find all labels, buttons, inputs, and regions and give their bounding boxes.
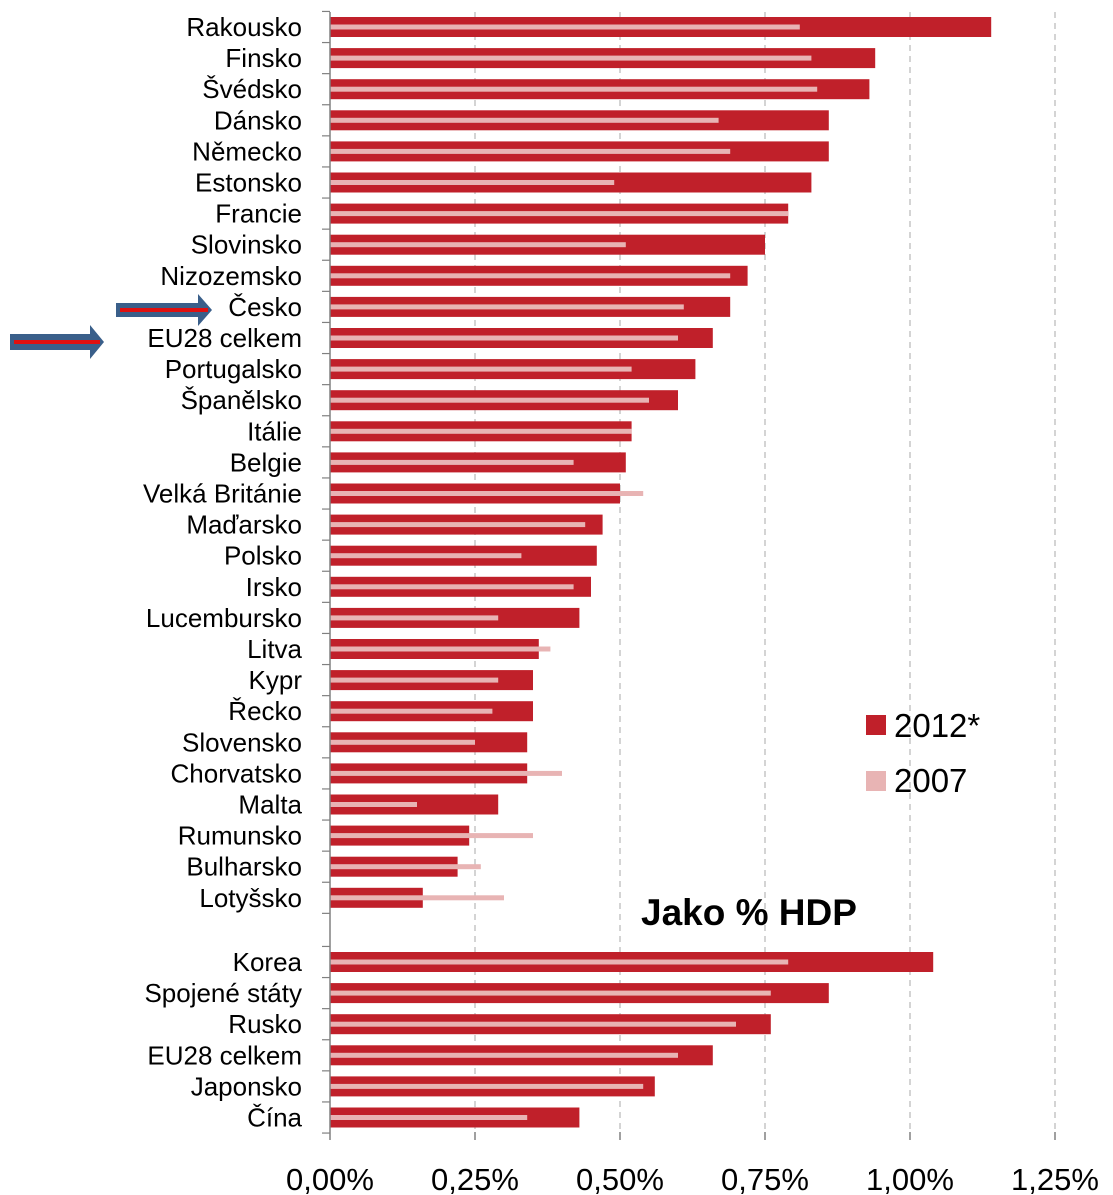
bar-2007 (330, 242, 626, 248)
category-label: Chorvatsko (171, 758, 303, 788)
x-tick-label: 1,25% (1011, 1162, 1099, 1195)
category-label: Čína (247, 1103, 302, 1133)
bar-2007 (330, 959, 789, 965)
bar-2007 (330, 708, 493, 714)
bar-2007 (330, 584, 574, 590)
chart-annotation: Jako % HDP (641, 892, 857, 933)
legend: 2012* 2007 (866, 707, 980, 799)
category-label: Francie (215, 199, 302, 229)
category-label: Lotyšsko (199, 883, 302, 913)
category-label: Německo (192, 136, 302, 166)
category-label: Korea (233, 947, 303, 977)
x-tick-label: 0,50% (576, 1162, 664, 1195)
bar-2007 (330, 117, 719, 123)
bar-2007 (330, 770, 562, 776)
arrow-icon (10, 325, 104, 359)
bar-2007 (330, 491, 644, 496)
bar-2007 (330, 864, 481, 870)
category-labels: RakouskoFinskoŠvédskoDánskoNěmeckoEstons… (143, 12, 303, 1133)
category-label: Řecko (228, 696, 302, 726)
category-label: Maďarsko (186, 510, 302, 540)
bar-2007 (330, 459, 574, 465)
legend-swatch-2012 (866, 715, 886, 735)
category-label: EU28 celkem (147, 1040, 302, 1070)
bar-2007 (330, 553, 522, 559)
highlight-arrows (10, 294, 212, 359)
category-label: Estonsko (195, 168, 302, 198)
bar-2007 (330, 739, 475, 745)
category-label: Lucembursko (146, 603, 302, 633)
category-label: Belgie (230, 447, 302, 477)
bar-2007 (330, 24, 800, 30)
bar-2007 (330, 895, 504, 901)
x-tick-labels: 0,00% 0,25% 0,50% 0,75% 1,00% 1,25% (286, 1162, 1099, 1195)
x-tick-label: 0,75% (721, 1162, 809, 1195)
legend-label-2012: 2012* (894, 707, 980, 744)
bar-2007 (330, 646, 551, 652)
bar-2007 (330, 990, 771, 996)
category-label: Slovensko (182, 727, 302, 757)
axes (322, 10, 1056, 1140)
x-tick-label: 0,25% (431, 1162, 519, 1195)
category-label: Irsko (246, 572, 302, 602)
category-label: Spojené státy (144, 978, 302, 1008)
category-label: Itálie (247, 416, 302, 446)
bar-2007 (330, 615, 499, 621)
category-label: Rakousko (186, 12, 302, 42)
x-tick-label: 0,00% (286, 1162, 374, 1195)
category-label: Bulharsko (186, 852, 302, 882)
category-label: Kypr (249, 665, 303, 695)
bar-2007 (330, 1052, 678, 1058)
bar-2007 (330, 180, 615, 185)
bar-2007 (330, 148, 731, 154)
bar-2007 (330, 1083, 644, 1089)
category-label: Švédsko (202, 74, 302, 104)
bar-2007 (330, 335, 678, 341)
bar-2007 (330, 428, 632, 434)
category-label: Rumunsko (178, 821, 302, 851)
bars (330, 17, 992, 1128)
category-label: Slovinsko (191, 230, 302, 260)
bar-2007 (330, 677, 499, 683)
bar-2007 (330, 1115, 528, 1120)
bar-2007 (330, 522, 586, 528)
legend-swatch-2007 (866, 771, 886, 791)
bar-2007 (330, 273, 731, 279)
bar-2007 (330, 86, 818, 92)
category-label: Dánsko (214, 105, 302, 135)
category-label: Japonsko (191, 1071, 302, 1101)
arrow-icon (116, 294, 212, 326)
bar-2007 (330, 211, 789, 217)
category-label: EU28 celkem (147, 323, 302, 353)
bar-2007 (330, 55, 812, 61)
bar-2007 (330, 833, 533, 839)
bar-2007 (330, 304, 684, 310)
category-label: Rusko (228, 1009, 302, 1039)
category-label: Finsko (225, 43, 302, 73)
category-label: Česko (228, 292, 302, 322)
category-label: Polsko (224, 541, 302, 571)
category-label: Malta (238, 790, 302, 820)
bar-2007 (330, 366, 632, 372)
x-tick-label: 1,00% (866, 1162, 954, 1195)
category-label: Velká Británie (143, 479, 302, 509)
bar-2007 (330, 802, 417, 807)
bar-2007 (330, 1021, 736, 1027)
category-label: Nizozemsko (160, 261, 302, 291)
category-label: Španělsko (181, 385, 302, 415)
bar-2007 (330, 397, 649, 403)
category-label: Portugalsko (165, 354, 302, 384)
legend-label-2007: 2007 (894, 762, 967, 799)
category-label: Litva (247, 634, 302, 664)
